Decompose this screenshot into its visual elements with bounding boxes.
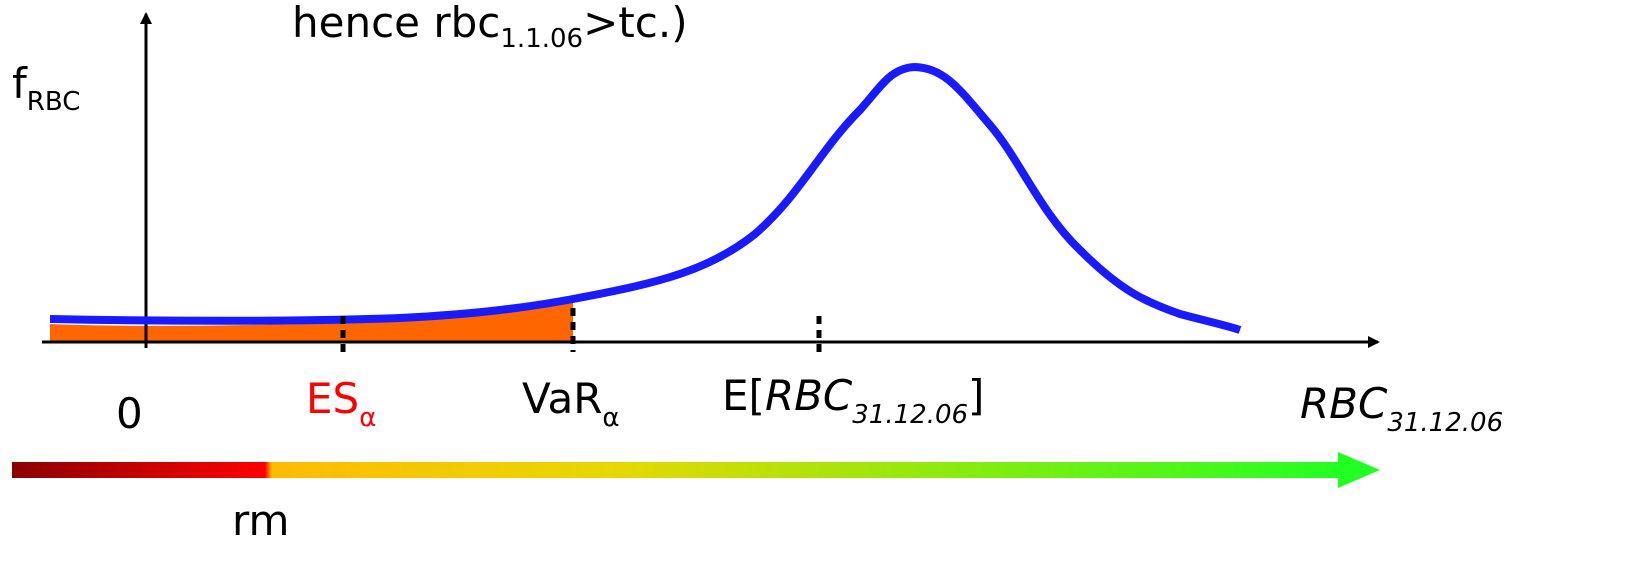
risk-bar-label: rm (232, 496, 289, 545)
zero-label: 0 (116, 389, 143, 438)
y-axis-label: fRBC (12, 59, 80, 117)
tail-area (50, 301, 573, 342)
density-curve (49, 62, 1242, 334)
var-label: VaRα (522, 374, 620, 433)
x-axis-label: RBC31.12.06 (1300, 379, 1503, 438)
risk-gradient-arrowhead (1338, 452, 1380, 488)
es-label: ESα (306, 374, 376, 433)
risk-gradient-bar (12, 462, 1344, 478)
header-note: hence rbc1.1.06>tc.) (292, 0, 688, 54)
expected-value-label: E[RBC31.12.06] (722, 371, 984, 430)
